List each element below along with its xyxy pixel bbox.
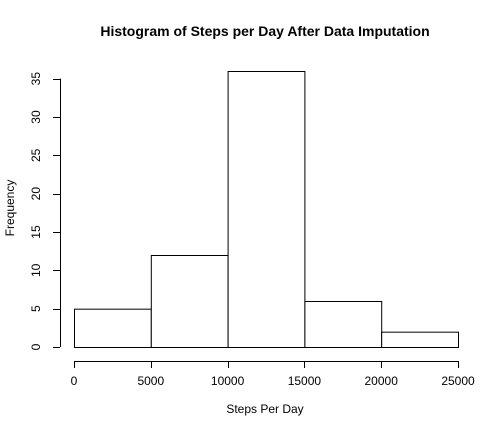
y-tick-label: 0	[29, 343, 43, 350]
x-tick-label: 20000	[365, 374, 399, 388]
histogram-bar-3	[304, 301, 383, 348]
x-tick-label: 15000	[288, 374, 322, 388]
chart-title: Histogram of Steps per Day After Data Im…	[100, 23, 429, 39]
y-axis-label: Frequency	[3, 180, 17, 237]
histogram-bar-4	[381, 331, 460, 348]
histogram-bars	[74, 71, 460, 348]
y-tick-label: 35	[29, 72, 43, 86]
y-tick-label: 5	[29, 305, 43, 312]
histogram-bar-0	[74, 308, 152, 348]
x-axis-label: Steps Per Day	[226, 402, 303, 416]
histogram-bar-1	[150, 255, 229, 348]
y-tick-label: 10	[29, 263, 43, 277]
y-tick-label: 30	[29, 110, 43, 124]
x-tick-label: 5000	[137, 374, 164, 388]
histogram-bar-2	[227, 71, 306, 348]
y-tick-label: 15	[29, 225, 43, 239]
x-tick-label: 0	[71, 374, 78, 388]
x-axis: 0 5000 10000 15000 20000 25000	[71, 361, 475, 388]
y-axis: 0 5 10 15 20 25 30 35	[29, 72, 61, 350]
x-tick-label: 25000	[441, 374, 475, 388]
x-tick-label: 10000	[211, 374, 245, 388]
y-tick-label: 20	[29, 187, 43, 201]
y-tick-label: 25	[29, 148, 43, 162]
